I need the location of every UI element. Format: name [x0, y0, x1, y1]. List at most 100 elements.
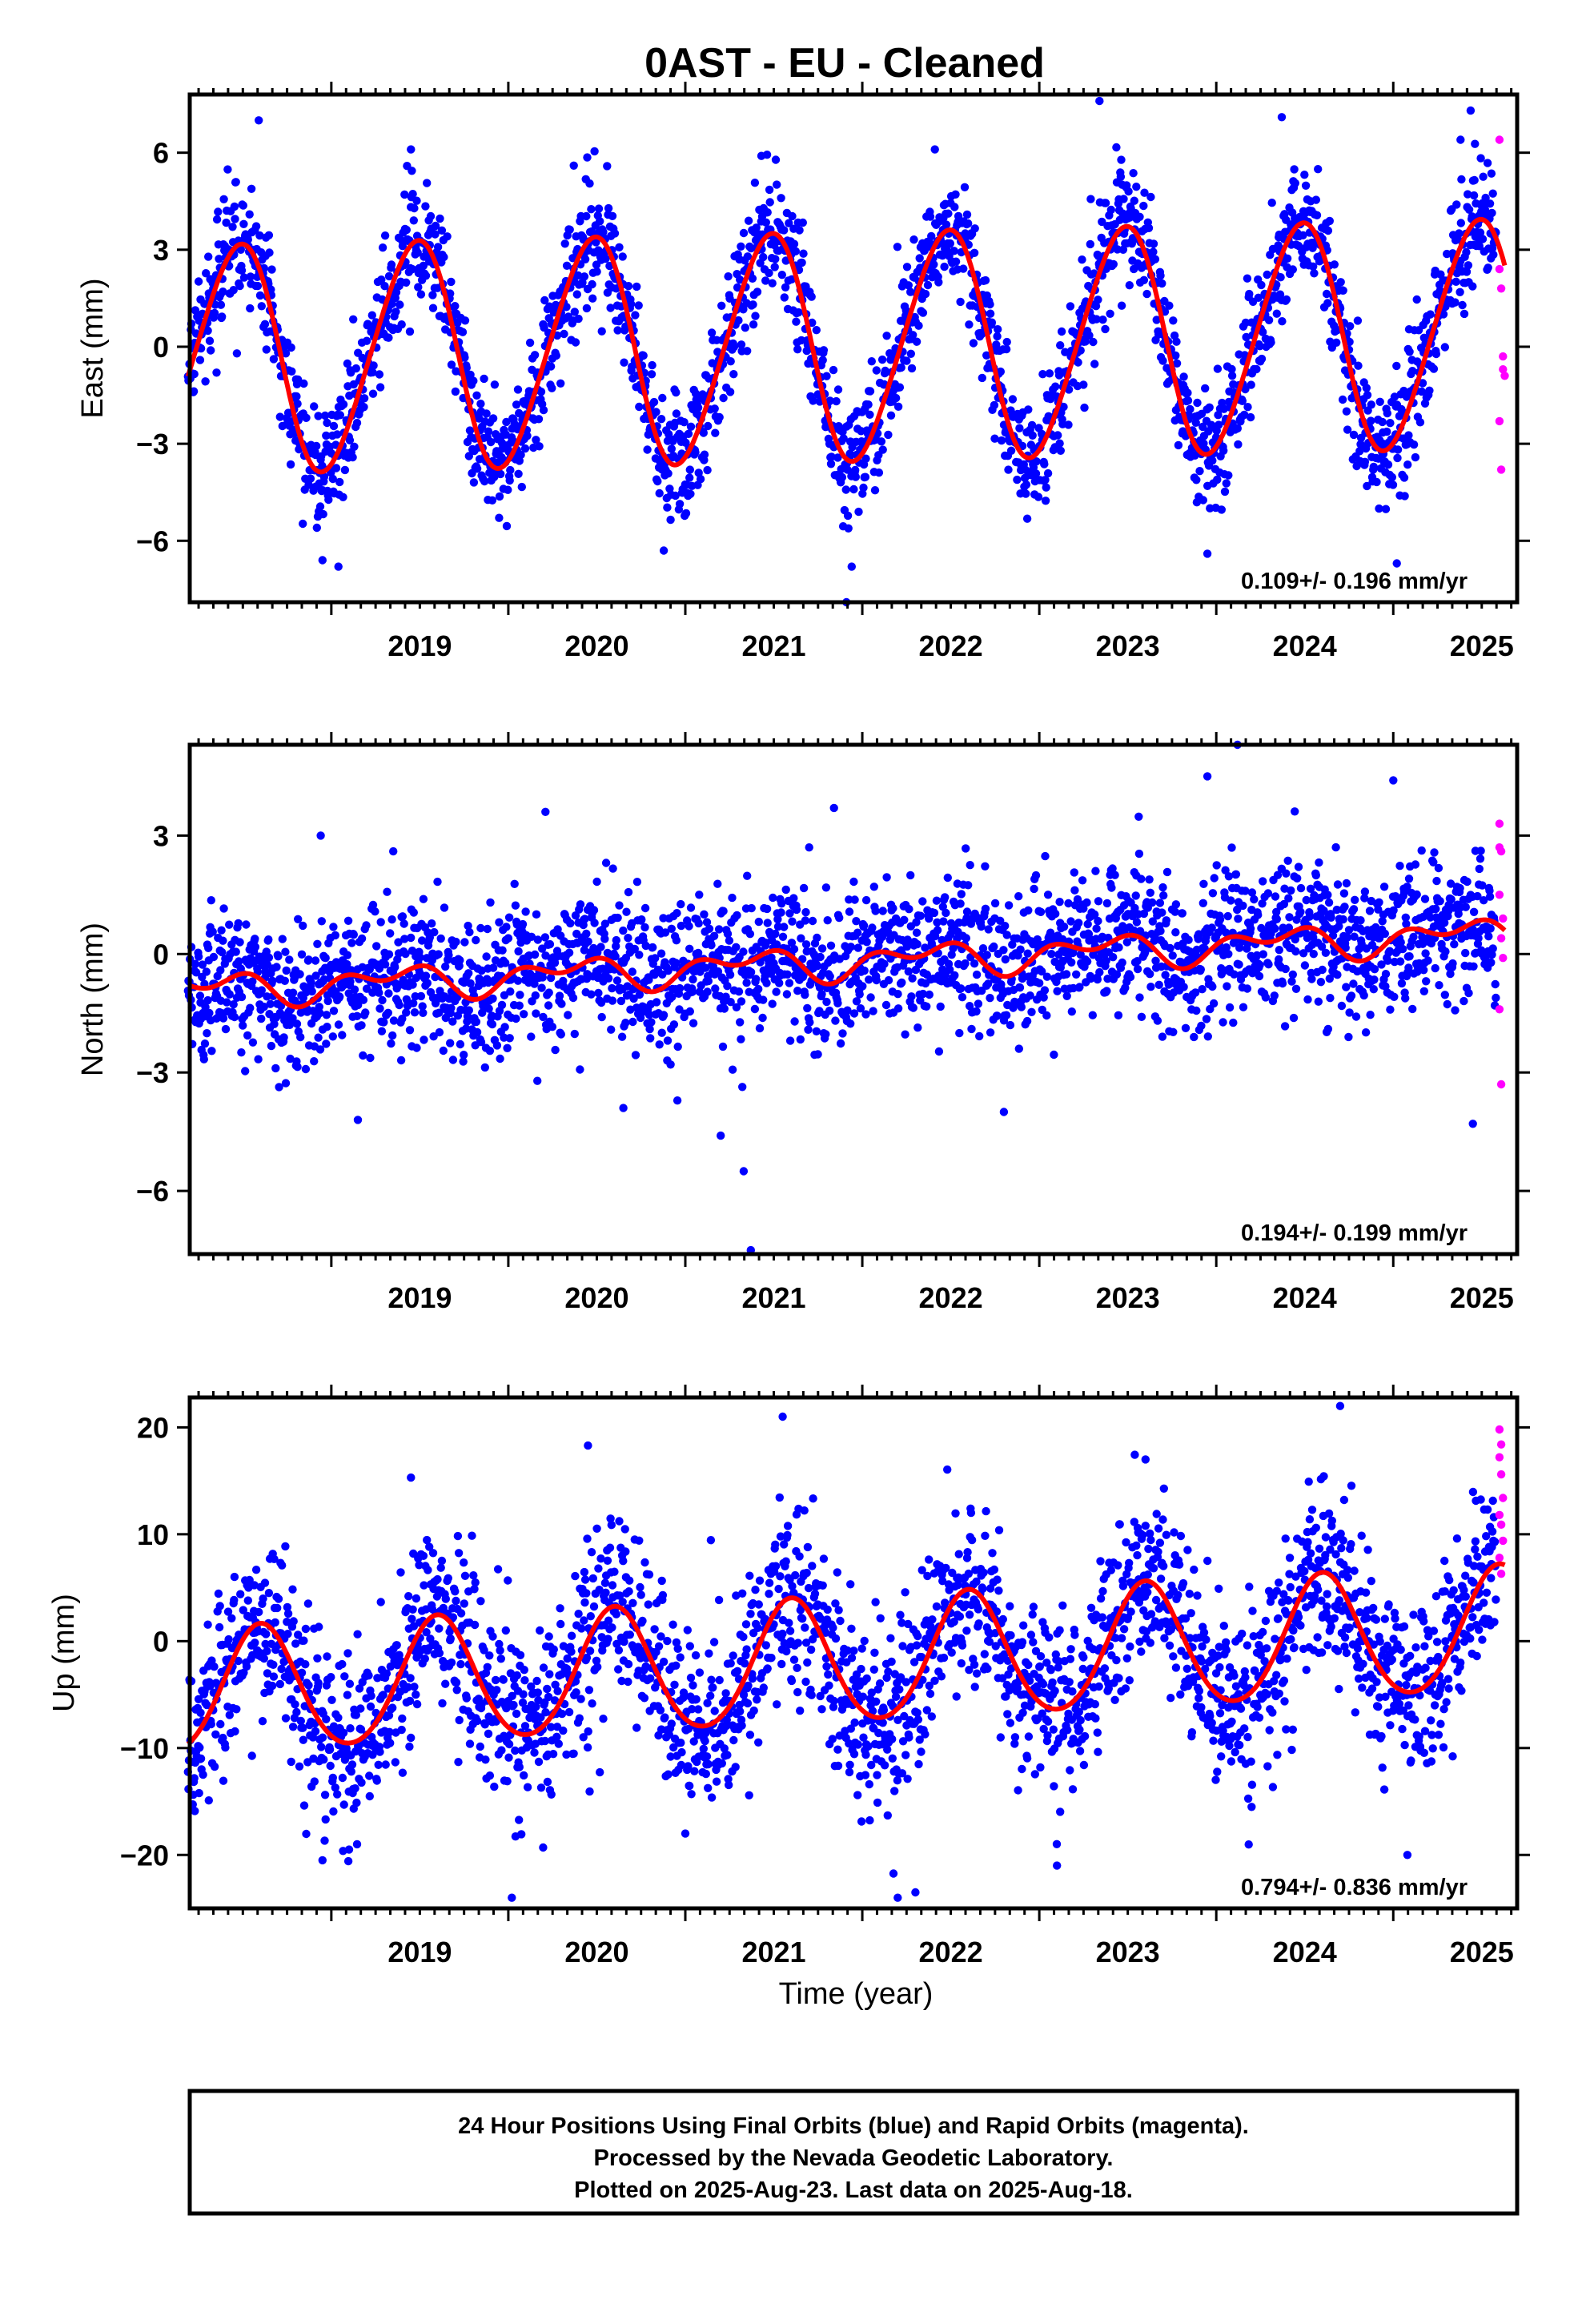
north-data-point: [1351, 1012, 1361, 1021]
east-data-point: [562, 261, 572, 270]
north-data-point: [293, 1063, 302, 1072]
east-data-point: [219, 287, 227, 296]
north-data-point: [412, 1043, 421, 1052]
east-data-point: [608, 211, 617, 220]
east-data-point: [408, 264, 417, 274]
east-data-point: [1146, 192, 1155, 202]
x-tick-label: 2023: [1096, 629, 1160, 662]
east-data-point: [1367, 400, 1376, 409]
east-data-point: [686, 489, 695, 498]
north-data-point: [999, 946, 1008, 955]
north-data-point: [878, 907, 887, 915]
east-data-point: [1144, 223, 1154, 232]
north-data-point: [868, 923, 877, 932]
east-data-point: [1353, 316, 1363, 325]
north-data-point: [759, 995, 768, 1004]
north-data-point: [632, 878, 642, 887]
north-data-point: [264, 935, 273, 944]
east-data-point: [821, 423, 830, 432]
east-data-point: [726, 357, 735, 366]
north-data-point: [1192, 1006, 1201, 1015]
north-data-point: [957, 890, 966, 899]
north-data-point: [557, 999, 566, 1008]
east-data-point: [734, 316, 743, 325]
north-data-point: [1254, 911, 1263, 919]
north-data-point: [460, 938, 469, 947]
east-data-point: [1404, 431, 1413, 440]
north-data-point: [785, 979, 794, 987]
north-data-point: [1001, 922, 1010, 931]
y-tick-label: −3: [136, 428, 169, 460]
east-data-point: [1263, 270, 1271, 279]
east-data-point: [339, 493, 347, 501]
north-data-point: [846, 1019, 855, 1028]
east-data-point: [1264, 316, 1274, 324]
north-data-point: [407, 933, 416, 943]
east-data-point: [335, 477, 344, 487]
east-data-point: [1043, 468, 1053, 478]
east-data-point: [343, 359, 352, 368]
north-data-point: [1275, 946, 1284, 955]
north-data-point: [737, 997, 746, 1006]
east-data-point: [369, 361, 378, 370]
east-data-point: [267, 265, 276, 274]
east-data-point: [1440, 343, 1450, 352]
east-data-point: [239, 201, 247, 210]
north-data-point: [1114, 943, 1123, 952]
east-data-point: [672, 409, 681, 418]
east-data-point: [1158, 356, 1167, 365]
north-data-point: [975, 1031, 984, 1041]
north-data-point: [685, 944, 694, 954]
north-data-point: [1327, 913, 1335, 923]
east-data-point: [1456, 287, 1464, 296]
east-data-point: [926, 212, 935, 221]
east-data-point: [476, 400, 485, 408]
north-data-point: [640, 903, 650, 913]
north-data-point: [1110, 870, 1119, 879]
east-data-point: [1246, 412, 1255, 422]
east-data-point: [231, 215, 239, 223]
east-data-point: [447, 277, 456, 287]
north-data-point: [544, 988, 553, 997]
north-data-point: [790, 1017, 799, 1026]
north-data-point: [388, 1031, 397, 1040]
north-data-point: [391, 963, 400, 971]
north-data-point: [720, 1004, 729, 1013]
east-data-point: [1109, 259, 1118, 269]
east-data-point: [663, 503, 672, 512]
north-data-point: [869, 883, 879, 891]
north-data-point: [537, 983, 546, 992]
north-data-point: [1196, 965, 1206, 974]
east-data-point: [604, 203, 613, 213]
east-data-point: [748, 274, 757, 283]
east-data-point: [606, 304, 615, 312]
east-data-point: [490, 380, 500, 389]
north-data-point: [506, 987, 515, 996]
north-data-point: [1315, 858, 1323, 867]
north-data-point: [488, 963, 498, 972]
east-data-point: [520, 444, 530, 453]
east-data-point: [618, 252, 627, 261]
east-data-point: [359, 403, 368, 412]
east-data-point: [335, 411, 344, 420]
north-data-point: [739, 947, 748, 956]
east-data-point: [348, 452, 357, 462]
east-data-point: [548, 384, 556, 392]
east-data-point: [1117, 301, 1126, 310]
east-data-point: [978, 373, 987, 383]
north-data-point: [317, 917, 326, 926]
north-data-point: [465, 927, 474, 937]
north-data-point: [279, 1033, 288, 1042]
north-data-point: [1146, 983, 1155, 991]
north-data-point: [906, 870, 915, 880]
east-data-point: [1257, 354, 1267, 364]
east-data-point: [1336, 278, 1345, 287]
east-data-point: [741, 324, 749, 332]
east-data-point: [1172, 337, 1181, 346]
east-data-point: [1479, 172, 1488, 181]
east-data-point: [877, 355, 887, 364]
east-data-point: [505, 476, 514, 485]
east-data-point: [788, 211, 797, 221]
east-data-point: [986, 309, 995, 318]
east-data-point: [1064, 420, 1073, 429]
